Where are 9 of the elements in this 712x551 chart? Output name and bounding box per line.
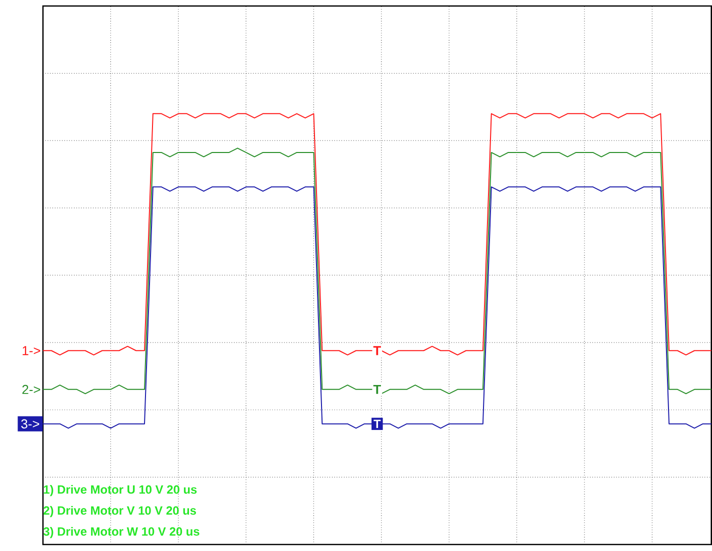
series-label: 3->	[21, 419, 40, 428]
annotation: 3) Drive Motor W 10 V 20 us	[43, 526, 200, 538]
series-label: 2->	[22, 384, 40, 394]
annotation: T	[374, 420, 381, 428]
series-label: 1->	[22, 346, 40, 355]
annotation: T	[373, 346, 381, 355]
annotation: 2) Drive Motor V 10 V 20 us	[44, 506, 196, 517]
annotation: 1) Drive Motor U 10 V 20 us	[44, 484, 197, 496]
annotation: T	[373, 384, 381, 394]
